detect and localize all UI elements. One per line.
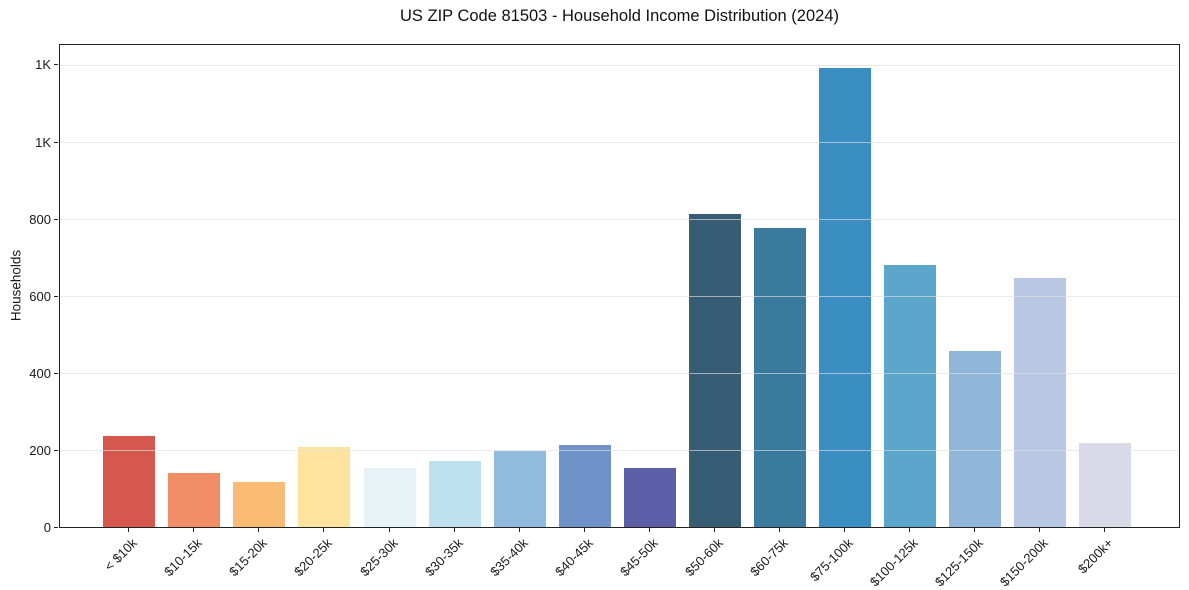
gridline-1K	[60, 142, 1179, 144]
bar-8	[558, 444, 611, 527]
y-axis-label: Households	[8, 249, 24, 322]
bar-7	[493, 450, 546, 527]
bar-2	[168, 473, 221, 527]
bar-10	[688, 214, 741, 527]
bar-12	[818, 68, 871, 527]
bar-9	[623, 468, 676, 527]
x-tick-mark	[583, 528, 585, 532]
bar-15	[1014, 278, 1067, 527]
y-tick-mark	[54, 449, 58, 451]
bar-3	[233, 481, 286, 527]
bar-5	[363, 468, 416, 527]
x-tick-mark	[258, 528, 260, 532]
y-tick-label: 400	[29, 365, 51, 381]
gridline-800	[60, 219, 1179, 221]
x-tick-mark	[713, 528, 715, 532]
x-tick-mark	[323, 528, 325, 532]
bar-1	[103, 435, 156, 527]
chart-title: US ZIP Code 81503 - Household Income Dis…	[399, 7, 839, 25]
x-tick-mark	[388, 528, 390, 532]
x-tick-mark	[909, 528, 911, 532]
y-tick-mark	[54, 141, 58, 143]
y-tick-label: 0	[43, 520, 51, 535]
x-tick-mark	[778, 528, 780, 532]
x-tick-label: < $10k	[101, 535, 141, 574]
y-tick-mark	[54, 295, 58, 297]
y-tick-mark	[54, 218, 58, 220]
x-tick-mark	[193, 528, 195, 532]
x-tick-mark	[1039, 528, 1041, 532]
gridline-600	[60, 296, 1179, 298]
y-tick-label: 200	[29, 442, 51, 458]
x-tick-mark	[974, 528, 976, 532]
bar-4	[298, 447, 351, 527]
x-tick-mark	[518, 528, 520, 532]
bar-13	[884, 264, 937, 527]
y-tick-label: 1K	[35, 57, 51, 73]
y-tick-label: 600	[29, 288, 51, 304]
x-tick-mark	[648, 528, 650, 532]
y-tick-label: 1K	[35, 134, 51, 150]
gridline-200	[60, 450, 1179, 452]
x-tick-mark	[128, 528, 130, 532]
y-tick-mark	[54, 527, 58, 528]
bar-6	[428, 461, 481, 527]
gridline-400	[60, 373, 1179, 375]
gridline-1K	[60, 64, 1179, 66]
x-tick-mark	[843, 528, 845, 532]
y-tick-label: 800	[29, 211, 51, 227]
bar-11	[753, 227, 806, 527]
x-tick-mark	[1104, 528, 1106, 532]
bar-16	[1079, 443, 1132, 527]
y-tick-mark	[54, 372, 58, 374]
plot-area	[59, 44, 1180, 528]
y-tick-mark	[54, 64, 58, 66]
x-tick-mark	[453, 528, 455, 532]
bar-14	[949, 351, 1002, 527]
